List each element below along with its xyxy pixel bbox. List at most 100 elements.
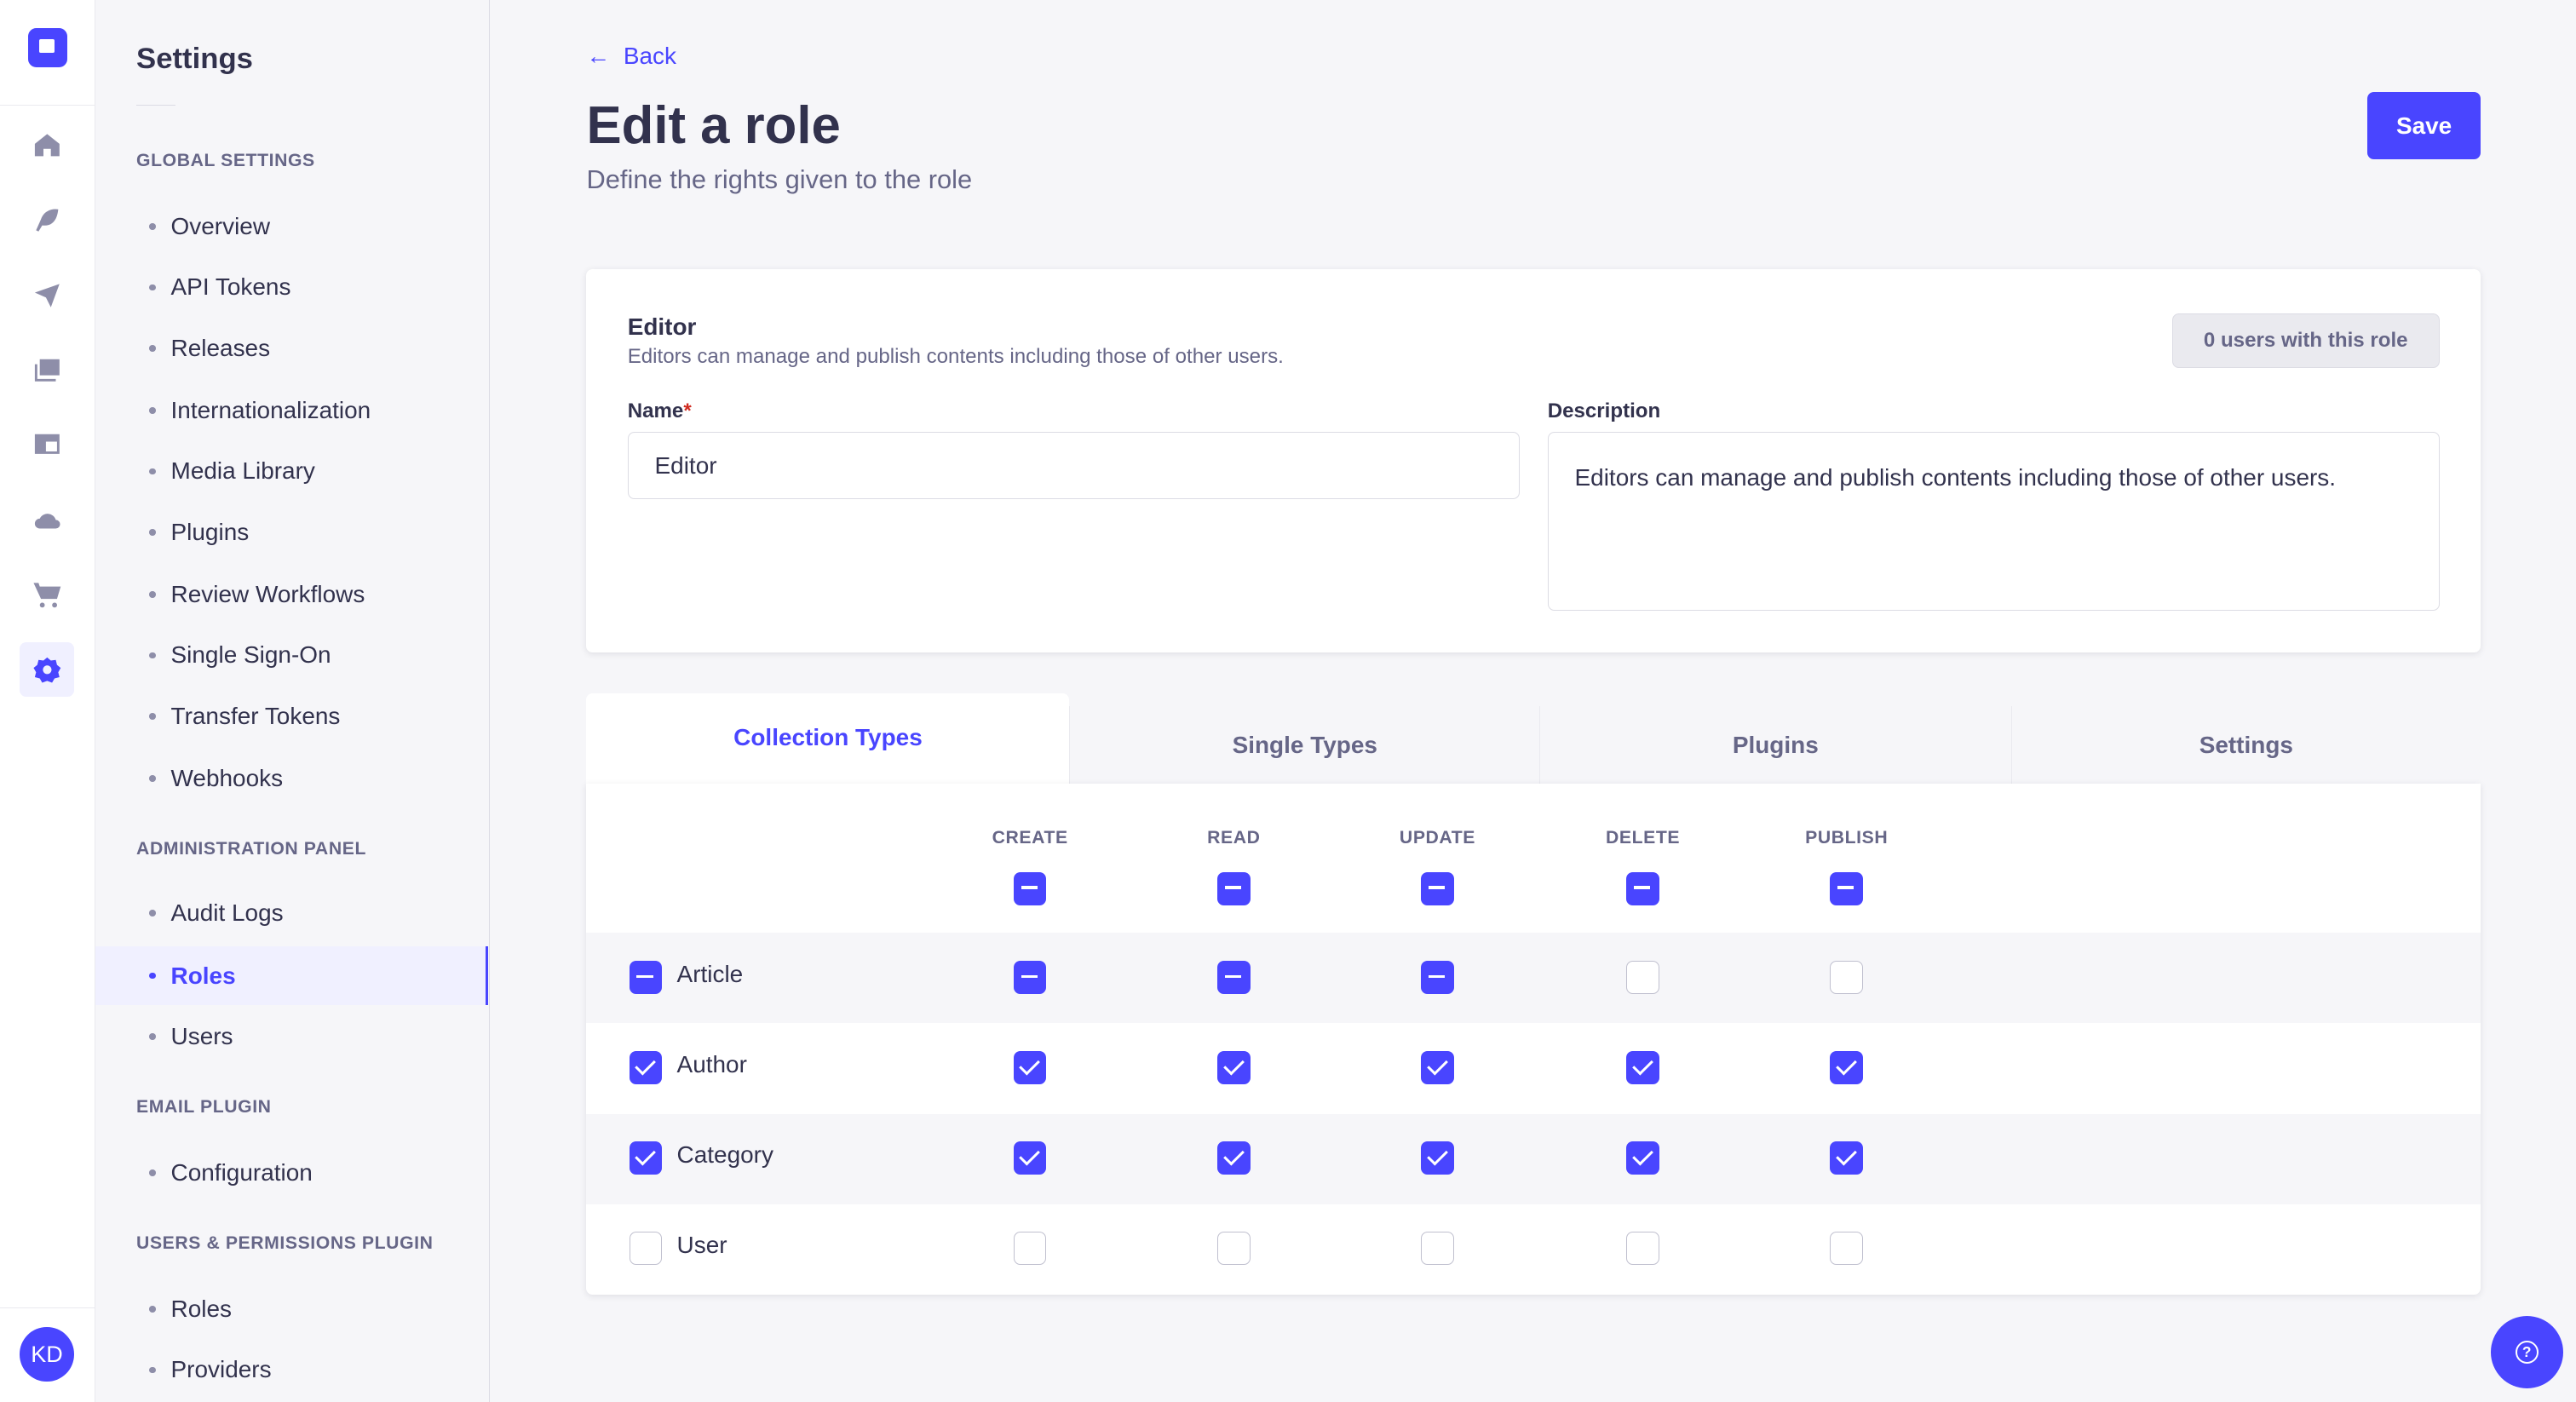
sidebar-item-releases[interactable]: Releases	[95, 319, 488, 377]
main-nav-rail: KD	[0, 0, 95, 1402]
table-row: User	[586, 1204, 2481, 1295]
user-delete-checkbox[interactable]	[1626, 1232, 1659, 1265]
author-delete-checkbox[interactable]	[1626, 1051, 1659, 1084]
gear-icon[interactable]	[20, 642, 74, 697]
section-global-settings: Global Settings	[136, 151, 315, 171]
page-subtitle: Define the rights given to the role	[586, 164, 973, 194]
logo-icon[interactable]	[27, 27, 68, 68]
images-icon[interactable]	[20, 342, 74, 396]
sidebar-item-api-tokens[interactable]: API Tokens	[95, 258, 488, 317]
user-create-checkbox[interactable]	[1013, 1232, 1047, 1265]
sidebar-item-media-library[interactable]: Media Library	[95, 442, 488, 501]
author-update-checkbox[interactable]	[1421, 1051, 1454, 1084]
sidebar-item-overview[interactable]: Overview	[95, 197, 488, 256]
sidebar-item-single-sign-on[interactable]: Single Sign-On	[95, 626, 488, 685]
row-label: Author	[676, 1051, 747, 1078]
article-delete-checkbox[interactable]	[1626, 961, 1659, 994]
select-all-create-checkbox[interactable]	[1013, 872, 1047, 905]
row-checkbox-author[interactable]	[629, 1051, 663, 1084]
tab-settings[interactable]: Settings	[2010, 706, 2481, 785]
name-input[interactable]: Editor	[627, 432, 1520, 500]
home-icon[interactable]	[20, 118, 74, 173]
user-update-checkbox[interactable]	[1421, 1232, 1454, 1265]
row-checkbox-category[interactable]	[629, 1141, 663, 1175]
category-update-checkbox[interactable]	[1421, 1141, 1454, 1175]
article-create-checkbox[interactable]	[1013, 961, 1047, 994]
sidebar-item-users[interactable]: Users	[95, 1007, 488, 1066]
sidebar-item-configuration[interactable]: Configuration	[95, 1143, 488, 1202]
user-publish-checkbox[interactable]	[1830, 1232, 1863, 1265]
section-users-permissions: Users & Permissions Plugin	[136, 1233, 434, 1254]
tab-plugins[interactable]: Plugins	[1539, 706, 2011, 785]
sidebar-item-plugins[interactable]: Plugins	[95, 503, 488, 561]
role-name-heading: Editor	[627, 313, 697, 341]
table-row: Author	[586, 1023, 2481, 1113]
select-all-delete-checkbox[interactable]	[1626, 872, 1659, 905]
article-publish-checkbox[interactable]	[1830, 961, 1863, 994]
article-update-checkbox[interactable]	[1421, 961, 1454, 994]
permission-tabs: Single Types Plugins Settings Collection…	[586, 692, 2481, 785]
description-textarea[interactable]: Editors can manage and publish contents …	[1547, 432, 2440, 612]
sidebar-item-webhooks[interactable]: Webhooks	[95, 749, 488, 807]
row-checkbox-article[interactable]	[629, 961, 663, 994]
arrow-left-icon: ←	[586, 43, 611, 70]
description-label: Description	[1547, 399, 1661, 422]
author-create-checkbox[interactable]	[1013, 1051, 1047, 1084]
select-all-publish-checkbox[interactable]	[1830, 872, 1863, 905]
sidebar-item-audit-logs[interactable]: Audit Logs	[95, 884, 488, 943]
question-icon: ?	[2515, 1340, 2539, 1364]
back-link[interactable]: ← Back	[586, 43, 676, 70]
column-header-delete: DELETE	[1605, 827, 1681, 848]
row-label: User	[676, 1232, 727, 1259]
divider	[0, 105, 95, 106]
name-label: Name*	[627, 399, 692, 422]
avatar[interactable]: KD	[20, 1327, 74, 1382]
permissions-table: CREATE READ UPDATE DELETE PUBLISH Article Auth…	[586, 783, 2481, 1295]
settings-sidebar: Settings Global Settings Overview API To…	[95, 0, 490, 1402]
column-header-create: CREATE	[992, 827, 1068, 848]
category-read-checkbox[interactable]	[1217, 1141, 1251, 1175]
column-header-publish: PUBLISH	[1805, 827, 1889, 848]
role-details-card: Editor Editors can manage and publish co…	[586, 269, 2481, 652]
user-read-checkbox[interactable]	[1217, 1232, 1251, 1265]
divider	[0, 1307, 95, 1308]
tab-collection-types[interactable]: Collection Types	[586, 692, 1070, 785]
back-label: Back	[623, 43, 677, 70]
article-read-checkbox[interactable]	[1217, 961, 1251, 994]
sidebar-item-internationalization[interactable]: Internationalization	[95, 381, 488, 440]
save-button[interactable]: Save	[2367, 91, 2481, 160]
sidebar-item-roles[interactable]: Roles	[95, 945, 488, 1006]
cloud-icon[interactable]	[20, 493, 74, 548]
layout-icon[interactable]	[20, 417, 74, 472]
category-publish-checkbox[interactable]	[1830, 1141, 1863, 1175]
divider	[136, 105, 176, 106]
section-administration-panel: Administration Panel	[136, 839, 366, 859]
column-header-update: UPDATE	[1399, 827, 1475, 848]
sidebar-title: Settings	[136, 43, 253, 76]
paper-plane-icon[interactable]	[20, 267, 74, 322]
users-count-button[interactable]: 0 users with this role	[2171, 313, 2440, 368]
tab-single-types[interactable]: Single Types	[1069, 706, 1540, 785]
author-publish-checkbox[interactable]	[1830, 1051, 1863, 1084]
select-all-update-checkbox[interactable]	[1421, 872, 1454, 905]
sidebar-item-providers[interactable]: Providers	[95, 1341, 488, 1399]
feather-icon[interactable]	[20, 192, 74, 247]
section-email-plugin: Email Plugin	[136, 1097, 272, 1118]
category-delete-checkbox[interactable]	[1626, 1141, 1659, 1175]
cart-icon[interactable]	[20, 566, 74, 621]
table-row: Category	[586, 1113, 2481, 1204]
help-button[interactable]: ?	[2490, 1315, 2563, 1388]
row-label: Article	[676, 961, 744, 988]
row-label: Category	[676, 1141, 773, 1169]
page-title: Edit a role	[586, 95, 841, 155]
column-header-read: READ	[1207, 827, 1261, 848]
table-row: Article	[586, 933, 2481, 1024]
sidebar-item-review-workflows[interactable]: Review Workflows	[95, 565, 488, 623]
sidebar-item-up-roles[interactable]: Roles	[95, 1279, 488, 1338]
sidebar-item-transfer-tokens[interactable]: Transfer Tokens	[95, 687, 488, 745]
row-checkbox-user[interactable]	[629, 1232, 663, 1265]
author-read-checkbox[interactable]	[1217, 1051, 1251, 1084]
select-all-read-checkbox[interactable]	[1217, 872, 1251, 905]
category-create-checkbox[interactable]	[1013, 1141, 1047, 1175]
role-description-heading: Editors can manage and publish contents …	[627, 344, 1284, 368]
